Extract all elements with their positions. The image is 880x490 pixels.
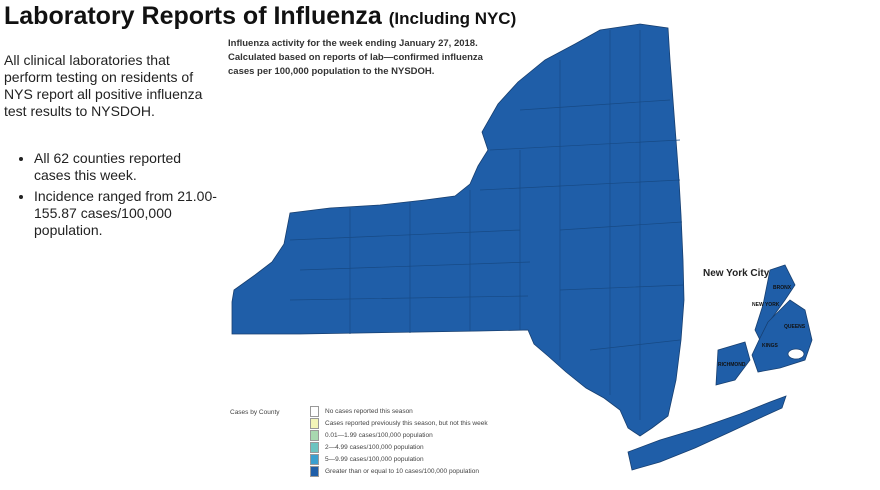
legend-label: Cases reported previously this season, b… <box>325 419 488 427</box>
legend-swatch <box>310 441 319 453</box>
long-island-shape <box>627 395 787 471</box>
legend: No cases reported this season Cases repo… <box>310 405 488 477</box>
legend-label: 5—9.99 cases/100,000 population <box>325 455 424 463</box>
nyc-inset-title: New York City <box>703 268 770 279</box>
legend-item: 2—4.99 cases/100,000 population <box>310 441 488 453</box>
bullet-item: Incidence ranged from 21.00-155.87 cases… <box>34 188 219 239</box>
legend-label: 0.01—1.99 cases/100,000 population <box>325 431 433 439</box>
page-title: Laboratory Reports of Influenza (Includi… <box>4 2 516 31</box>
note-line: Influenza activity for the week ending J… <box>228 38 478 49</box>
intro-text: All clinical laboratories that perform t… <box>4 52 203 119</box>
legend-label: No cases reported this season <box>325 407 413 415</box>
borough-label-richmond: RICHMOND <box>718 362 746 368</box>
title-main: Laboratory Reports of Influenza <box>4 2 382 30</box>
legend-item: No cases reported this season <box>310 405 488 417</box>
borough-label-kings: KINGS <box>762 343 778 349</box>
legend-swatch <box>310 465 319 477</box>
legend-swatch <box>310 429 319 441</box>
map-note: Influenza activity for the week ending J… <box>228 37 483 79</box>
borough-label-queens: QUEENS <box>784 324 806 330</box>
bullet-list: All 62 counties reported cases this week… <box>4 150 219 243</box>
legend-label: Greater than or equal to 10 cases/100,00… <box>325 467 479 475</box>
ny-state-shape <box>231 23 685 437</box>
legend-swatch <box>310 405 319 417</box>
legend-item: 5—9.99 cases/100,000 population <box>310 453 488 465</box>
legend-item: 0.01—1.99 cases/100,000 population <box>310 429 488 441</box>
title-sub: (Including NYC) <box>388 9 517 28</box>
legend-item: Greater than or equal to 10 cases/100,00… <box>310 465 488 477</box>
borough-label-bronx: BRONX <box>773 285 792 291</box>
county-boundaries <box>289 30 685 420</box>
staten-island-shape <box>715 341 751 386</box>
legend-swatch <box>310 453 319 465</box>
nyc-inset <box>715 264 813 386</box>
note-line: Calculated based on reports of lab—confi… <box>228 52 483 63</box>
borough-label-new-york: NEW YORK <box>752 302 780 308</box>
note-line: cases per 100,000 population to the NYSD… <box>228 66 435 77</box>
legend-item: Cases reported previously this season, b… <box>310 417 488 429</box>
legend-label: 2—4.99 cases/100,000 population <box>325 443 424 451</box>
legend-title: Cases by County <box>230 409 280 416</box>
bullet-item: All 62 counties reported cases this week… <box>34 150 219 184</box>
legend-swatch <box>310 417 319 429</box>
